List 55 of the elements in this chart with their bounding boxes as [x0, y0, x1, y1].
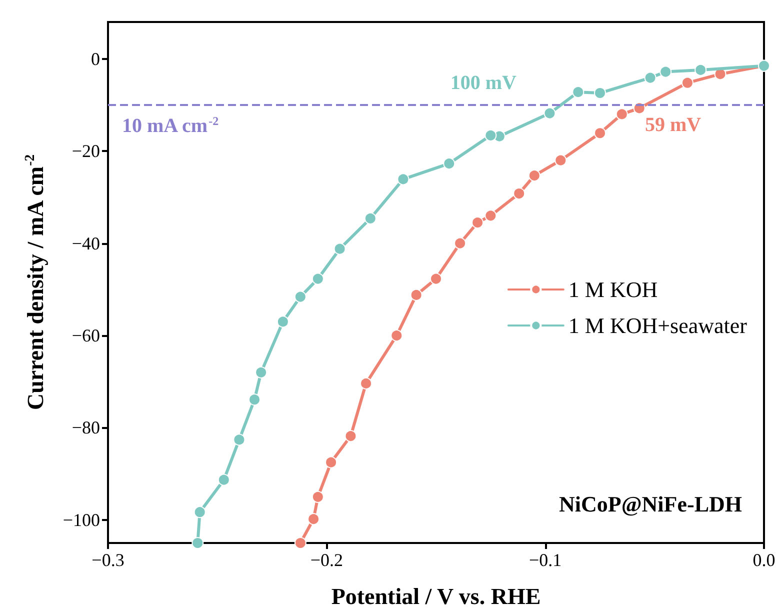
point	[360, 377, 372, 390]
point	[312, 272, 324, 285]
point	[194, 506, 206, 518]
point	[294, 537, 306, 549]
y-tick-label: −60	[72, 326, 100, 346]
annotation: 59 mV	[644, 114, 702, 136]
y-tick-label: −80	[72, 418, 100, 438]
x-tick-label: 0.0	[752, 550, 776, 570]
y-tick-label: −20	[72, 141, 100, 162]
x-tick-label: −0.3	[92, 550, 124, 570]
point	[454, 237, 466, 250]
point	[334, 242, 346, 255]
x-axis-title: Potential / V vs. RHE	[331, 584, 541, 609]
point	[513, 188, 526, 200]
point	[594, 127, 606, 140]
point	[472, 216, 484, 229]
point	[390, 330, 403, 342]
point	[312, 490, 324, 503]
point	[544, 107, 556, 120]
point	[572, 86, 584, 98]
point	[248, 394, 261, 406]
point	[528, 170, 540, 182]
point	[364, 212, 376, 224]
legend-label: 1 M KOH	[568, 277, 658, 302]
point	[681, 76, 694, 89]
y-axis-title: Current density / mA cm-2	[22, 154, 48, 410]
point	[325, 456, 338, 468]
point	[192, 537, 204, 549]
point	[644, 72, 656, 84]
point	[276, 316, 289, 328]
legend-label: 1 M KOH+seawater	[568, 313, 748, 338]
point	[255, 366, 268, 378]
point	[218, 474, 230, 486]
y-tick-label: −100	[62, 510, 100, 530]
point	[660, 66, 672, 78]
y-tick-label: −40	[72, 233, 100, 254]
point	[410, 288, 422, 301]
annotation: NiCoP@NiFe-LDH	[559, 492, 742, 516]
y-tick-label: 0	[91, 48, 100, 69]
point	[484, 210, 497, 222]
point	[233, 434, 246, 446]
point	[554, 154, 567, 166]
x-tick-label: −0.1	[529, 550, 562, 570]
point	[694, 64, 707, 76]
point	[294, 290, 306, 303]
annotation: 100 mV	[450, 72, 517, 94]
point	[397, 173, 410, 186]
point	[594, 87, 606, 99]
x-tick-label: −0.2	[310, 550, 343, 570]
point	[484, 129, 497, 142]
point	[430, 272, 442, 285]
point	[344, 430, 357, 442]
point	[443, 158, 456, 170]
point	[616, 108, 628, 120]
point	[308, 513, 320, 526]
